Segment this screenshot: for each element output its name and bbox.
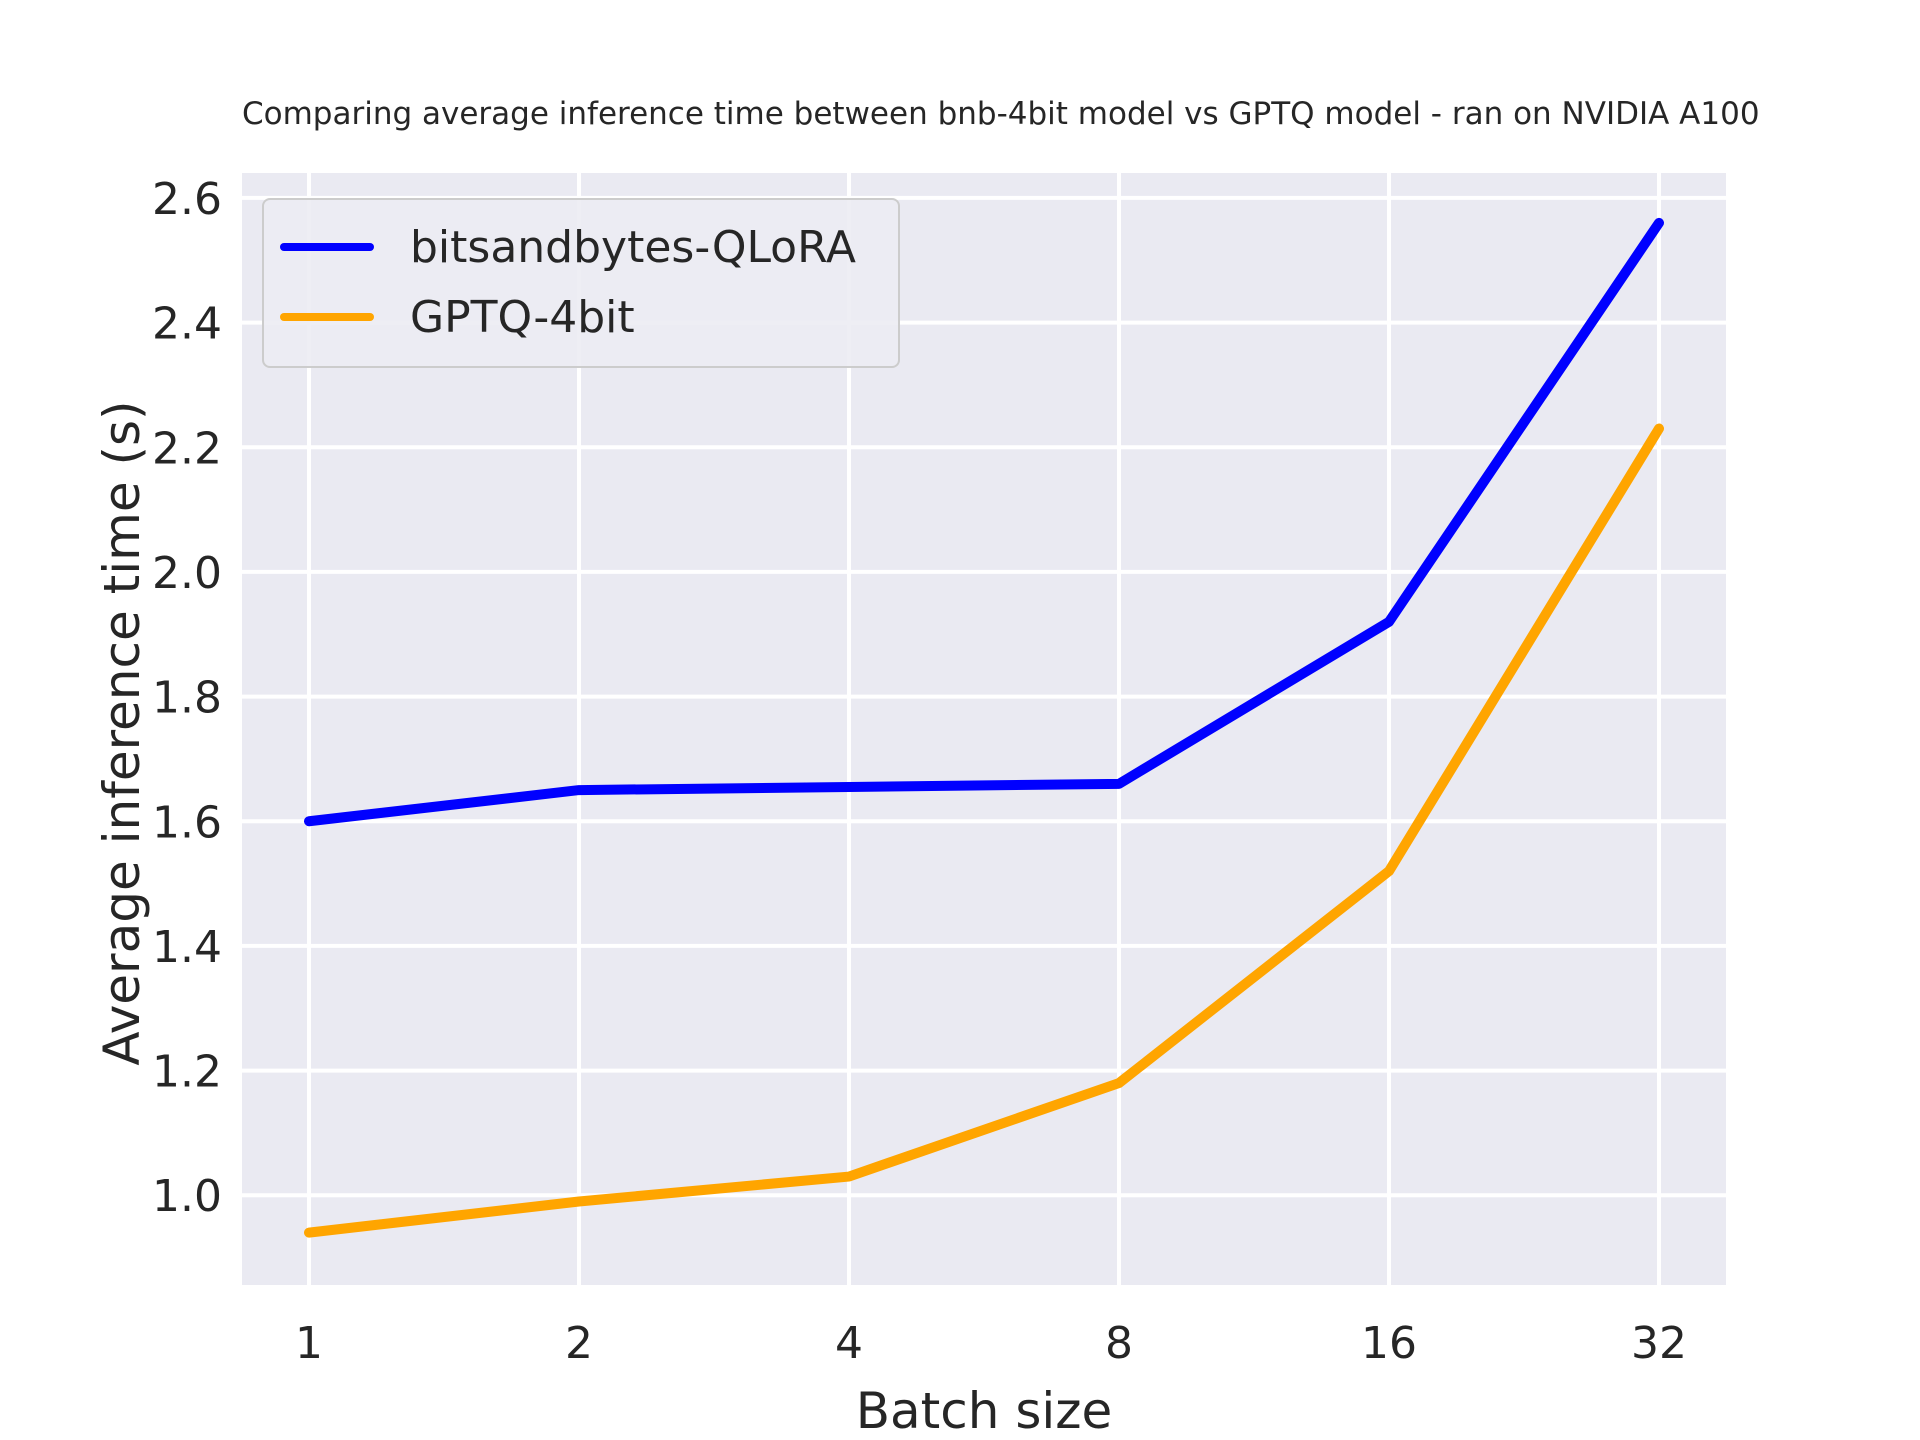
y-tick-label: 1.2 — [152, 1047, 222, 1098]
series-line-bitsandbytes-QLoRA — [304, 217, 1664, 827]
y-tick-label: 1.8 — [152, 673, 222, 724]
series-line-GPTQ-4bit — [304, 423, 1664, 1238]
y-tick-label: 2.2 — [152, 423, 222, 474]
x-tick-label: 4 — [835, 1318, 863, 1369]
legend-label: bitsandbytes-QLoRA — [410, 221, 856, 273]
x-tick-label: 1 — [295, 1318, 323, 1369]
x-tick-label: 16 — [1361, 1318, 1417, 1369]
legend-swatch-orange-line — [280, 313, 374, 321]
y-tick-label: 2.0 — [152, 548, 222, 599]
legend: bitsandbytes-QLoRA GPTQ-4bit — [262, 198, 900, 368]
y-tick-label: 2.4 — [152, 299, 222, 350]
y-tick-label: 1.4 — [152, 922, 222, 973]
chart-title: Comparing average inference time between… — [242, 96, 1760, 132]
y-tick-label: 1.0 — [152, 1171, 222, 1222]
x-tick-label: 2 — [565, 1318, 593, 1369]
legend-swatch-blue-line — [280, 243, 374, 251]
legend-item-bitsandbytes: bitsandbytes-QLoRA — [280, 212, 856, 282]
y-tick-label: 2.6 — [152, 174, 222, 225]
x-tick-label: 8 — [1105, 1318, 1133, 1369]
x-axis-label: Batch size — [855, 1382, 1113, 1440]
y-axis-label: Average inference time (s) — [93, 400, 151, 1066]
x-tick-label: 32 — [1631, 1318, 1687, 1369]
legend-label: GPTQ-4bit — [410, 291, 635, 343]
legend-item-gptq: GPTQ-4bit — [280, 282, 856, 352]
y-tick-label: 1.6 — [152, 797, 222, 848]
